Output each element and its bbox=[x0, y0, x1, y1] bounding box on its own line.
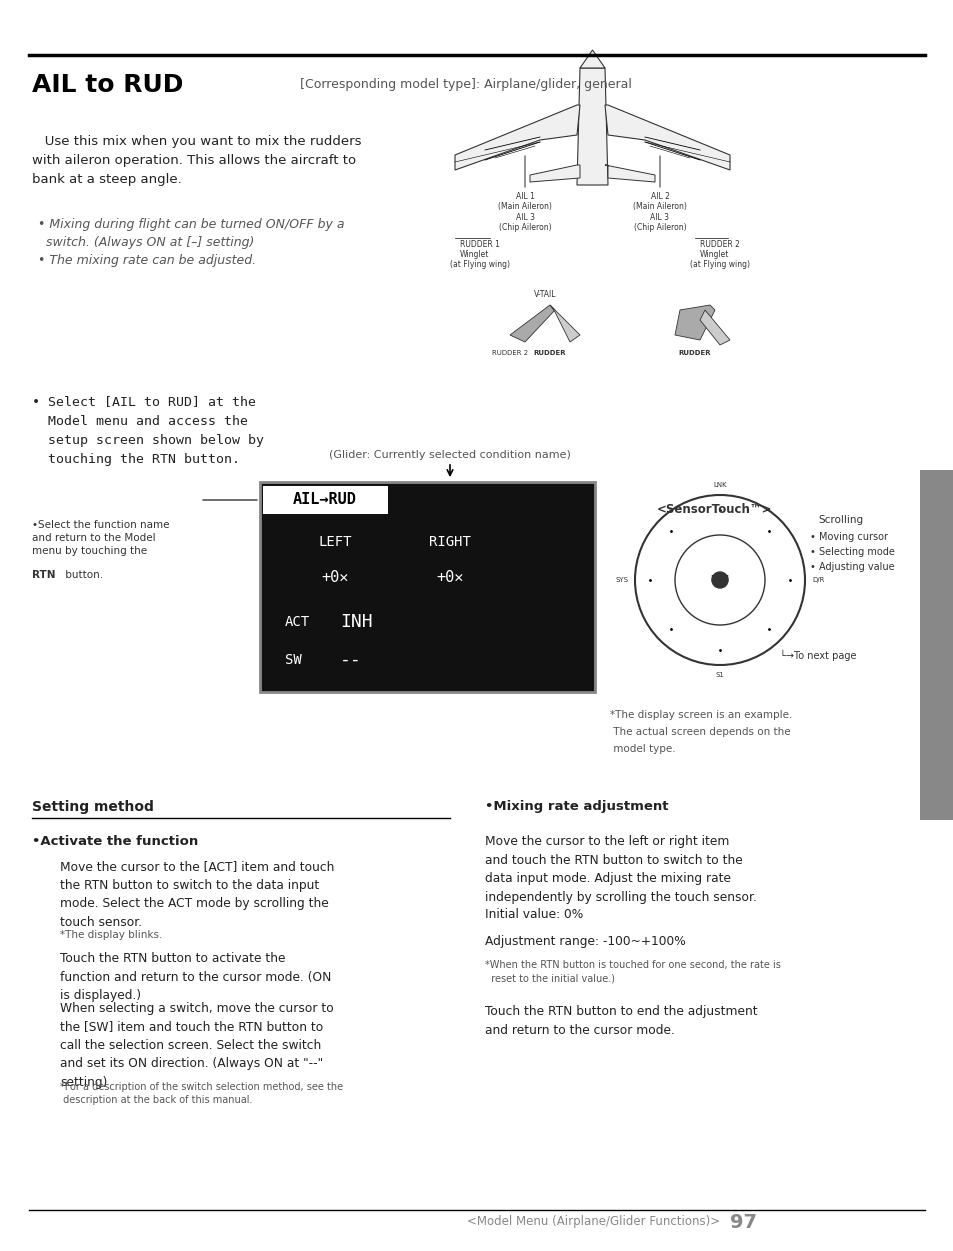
Text: 97: 97 bbox=[729, 1212, 757, 1231]
Text: RUDDER: RUDDER bbox=[533, 350, 566, 357]
Text: • Mixing during flight can be turned ON/OFF by a: • Mixing during flight can be turned ON/… bbox=[38, 218, 344, 231]
Text: [Corresponding model type]: Airplane/glider, general: [Corresponding model type]: Airplane/gli… bbox=[299, 79, 631, 91]
Text: The actual screen depends on the: The actual screen depends on the bbox=[609, 727, 790, 737]
Text: model type.: model type. bbox=[609, 744, 675, 754]
Text: RUDDER 2
Winglet: RUDDER 2 Winglet bbox=[700, 240, 740, 259]
Text: D/R: D/R bbox=[811, 577, 823, 583]
Polygon shape bbox=[604, 165, 655, 181]
Text: LEFT: LEFT bbox=[318, 535, 352, 549]
Text: Touch the RTN button to activate the
function and return to the cursor mode. (ON: Touch the RTN button to activate the fun… bbox=[60, 952, 331, 1002]
Text: RIGHT: RIGHT bbox=[429, 535, 471, 549]
Text: *When the RTN button is touched for one second, the rate is
  reset to the initi: *When the RTN button is touched for one … bbox=[484, 960, 781, 983]
Text: (Glider: Currently selected condition name): (Glider: Currently selected condition na… bbox=[329, 450, 570, 460]
Text: button.: button. bbox=[62, 570, 103, 580]
Text: SW: SW bbox=[285, 653, 301, 667]
Text: S1: S1 bbox=[715, 672, 723, 678]
Text: LNK: LNK bbox=[713, 482, 726, 488]
Polygon shape bbox=[455, 105, 579, 170]
Text: Scrolling: Scrolling bbox=[817, 515, 862, 525]
Text: •Activate the function: •Activate the function bbox=[32, 834, 198, 848]
Text: •Select the function name
and return to the Model
menu by touching the: •Select the function name and return to … bbox=[32, 520, 170, 557]
Polygon shape bbox=[510, 305, 555, 342]
Text: Move the cursor to the left or right item
and touch the RTN button to switch to : Move the cursor to the left or right ite… bbox=[484, 834, 756, 903]
Text: Adjustment range: -100~+100%: Adjustment range: -100~+100% bbox=[484, 934, 685, 948]
Text: RTN: RTN bbox=[32, 570, 55, 580]
Text: RUDDER 1
Winglet: RUDDER 1 Winglet bbox=[459, 240, 499, 259]
Text: +0✕: +0✕ bbox=[321, 569, 349, 584]
Circle shape bbox=[711, 572, 727, 588]
Text: (at Flying wing): (at Flying wing) bbox=[689, 260, 749, 269]
Text: • Selecting mode: • Selecting mode bbox=[809, 547, 894, 557]
Text: V-TAIL: V-TAIL bbox=[533, 290, 556, 299]
Text: <SensorTouch™>: <SensorTouch™> bbox=[657, 503, 772, 517]
Text: RUDDER 2: RUDDER 2 bbox=[492, 350, 528, 357]
Bar bbox=[919, 470, 953, 819]
Text: *The display blinks.: *The display blinks. bbox=[60, 929, 162, 940]
Text: RTN: RTN bbox=[710, 575, 729, 584]
Text: <Model Menu (Airplane/Glider Functions)>: <Model Menu (Airplane/Glider Functions)> bbox=[466, 1216, 720, 1228]
Text: • Select [AIL to RUD] at the: • Select [AIL to RUD] at the bbox=[32, 395, 255, 408]
Text: AIL 2
(Main Aileron)
AIL 3
(Chip Aileron): AIL 2 (Main Aileron) AIL 3 (Chip Aileron… bbox=[633, 191, 686, 233]
Text: *The display screen is an example.: *The display screen is an example. bbox=[609, 711, 792, 721]
Text: --: -- bbox=[339, 651, 361, 669]
Text: switch. (Always ON at [–] setting): switch. (Always ON at [–] setting) bbox=[38, 236, 254, 249]
Text: Setting method: Setting method bbox=[32, 799, 153, 814]
Text: *For a description of the switch selection method, see the
 description at the b: *For a description of the switch selecti… bbox=[60, 1082, 343, 1105]
Text: • Adjusting value: • Adjusting value bbox=[809, 562, 894, 572]
Text: •Mixing rate adjustment: •Mixing rate adjustment bbox=[484, 799, 668, 813]
Text: • The mixing rate can be adjusted.: • The mixing rate can be adjusted. bbox=[38, 254, 255, 266]
Text: Initial value: 0%: Initial value: 0% bbox=[484, 908, 582, 921]
Text: AIL 1
(Main Aileron)
AIL 3
(Chip Aileron): AIL 1 (Main Aileron) AIL 3 (Chip Aileron… bbox=[497, 191, 552, 233]
Text: AIL→RUD: AIL→RUD bbox=[293, 493, 356, 508]
Text: • Moving cursor: • Moving cursor bbox=[809, 532, 887, 542]
Text: When selecting a switch, move the cursor to
the [SW] item and touch the RTN butt: When selecting a switch, move the cursor… bbox=[60, 1002, 334, 1090]
Text: ACT: ACT bbox=[285, 615, 310, 629]
Text: +0✕: +0✕ bbox=[436, 569, 463, 584]
Text: SYS: SYS bbox=[615, 577, 627, 583]
Text: INH: INH bbox=[339, 613, 373, 631]
Polygon shape bbox=[579, 50, 604, 68]
Text: └→To next page: └→To next page bbox=[780, 649, 856, 661]
Bar bbox=[263, 485, 388, 514]
Text: RUDDER: RUDDER bbox=[678, 350, 711, 357]
Text: (at Flying wing): (at Flying wing) bbox=[450, 260, 510, 269]
Polygon shape bbox=[577, 68, 607, 185]
Text: Model menu and access the
  setup screen shown below by
  touching the RTN butto: Model menu and access the setup screen s… bbox=[32, 415, 264, 467]
Text: Touch the RTN button to end the adjustment
and return to the cursor mode.: Touch the RTN button to end the adjustme… bbox=[484, 1005, 757, 1037]
Polygon shape bbox=[604, 105, 729, 170]
Bar bbox=[260, 482, 595, 692]
Text: Move the cursor to the [ACT] item and touch
the RTN button to switch to the data: Move the cursor to the [ACT] item and to… bbox=[60, 859, 334, 928]
Polygon shape bbox=[700, 310, 729, 345]
Text: Use this mix when you want to mix the rudders
with aileron operation. This allow: Use this mix when you want to mix the ru… bbox=[32, 135, 361, 186]
Text: AIL to RUD: AIL to RUD bbox=[32, 73, 183, 98]
Polygon shape bbox=[675, 305, 714, 340]
Polygon shape bbox=[530, 165, 579, 181]
Polygon shape bbox=[550, 305, 579, 342]
